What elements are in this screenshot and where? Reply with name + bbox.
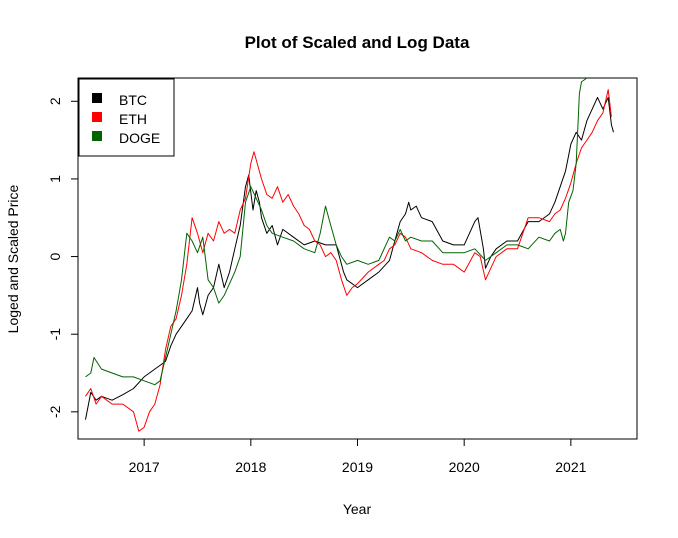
legend-label-doge: DOGE — [119, 130, 160, 146]
y-tick-label: -2 — [47, 405, 63, 418]
x-tick-label: 2019 — [342, 459, 373, 475]
series-line-btc — [85, 96, 614, 420]
x-tick-label: 2017 — [129, 459, 160, 475]
legend-swatch-eth — [92, 112, 102, 122]
series-layer — [85, 77, 614, 432]
x-tick-label: 2018 — [235, 459, 266, 475]
y-tick-label: -1 — [47, 328, 63, 341]
x-axis-label: Year — [343, 501, 372, 517]
y-tick-label: 2 — [47, 97, 63, 105]
legend: BTC ETH DOGE — [78, 78, 175, 157]
legend-label-btc: BTC — [119, 92, 147, 108]
x-tick-label: 2020 — [449, 459, 480, 475]
series-line-eth — [85, 89, 612, 432]
legend-label-eth: ETH — [119, 111, 147, 127]
y-axis-label: Loged and Scaled Price — [5, 184, 21, 333]
legend-swatch-doge — [92, 131, 102, 141]
y-tick-label: 1 — [47, 175, 63, 183]
series-line-doge — [85, 77, 588, 386]
x-axis: 2017 2018 2019 2020 2021 — [129, 439, 587, 475]
x-tick-label: 2021 — [555, 459, 586, 475]
chart-title: Plot of Scaled and Log Data — [245, 33, 470, 52]
y-tick-label: 0 — [47, 252, 63, 260]
y-axis: -2 -1 0 1 2 — [47, 97, 78, 418]
legend-swatch-btc — [92, 93, 102, 103]
